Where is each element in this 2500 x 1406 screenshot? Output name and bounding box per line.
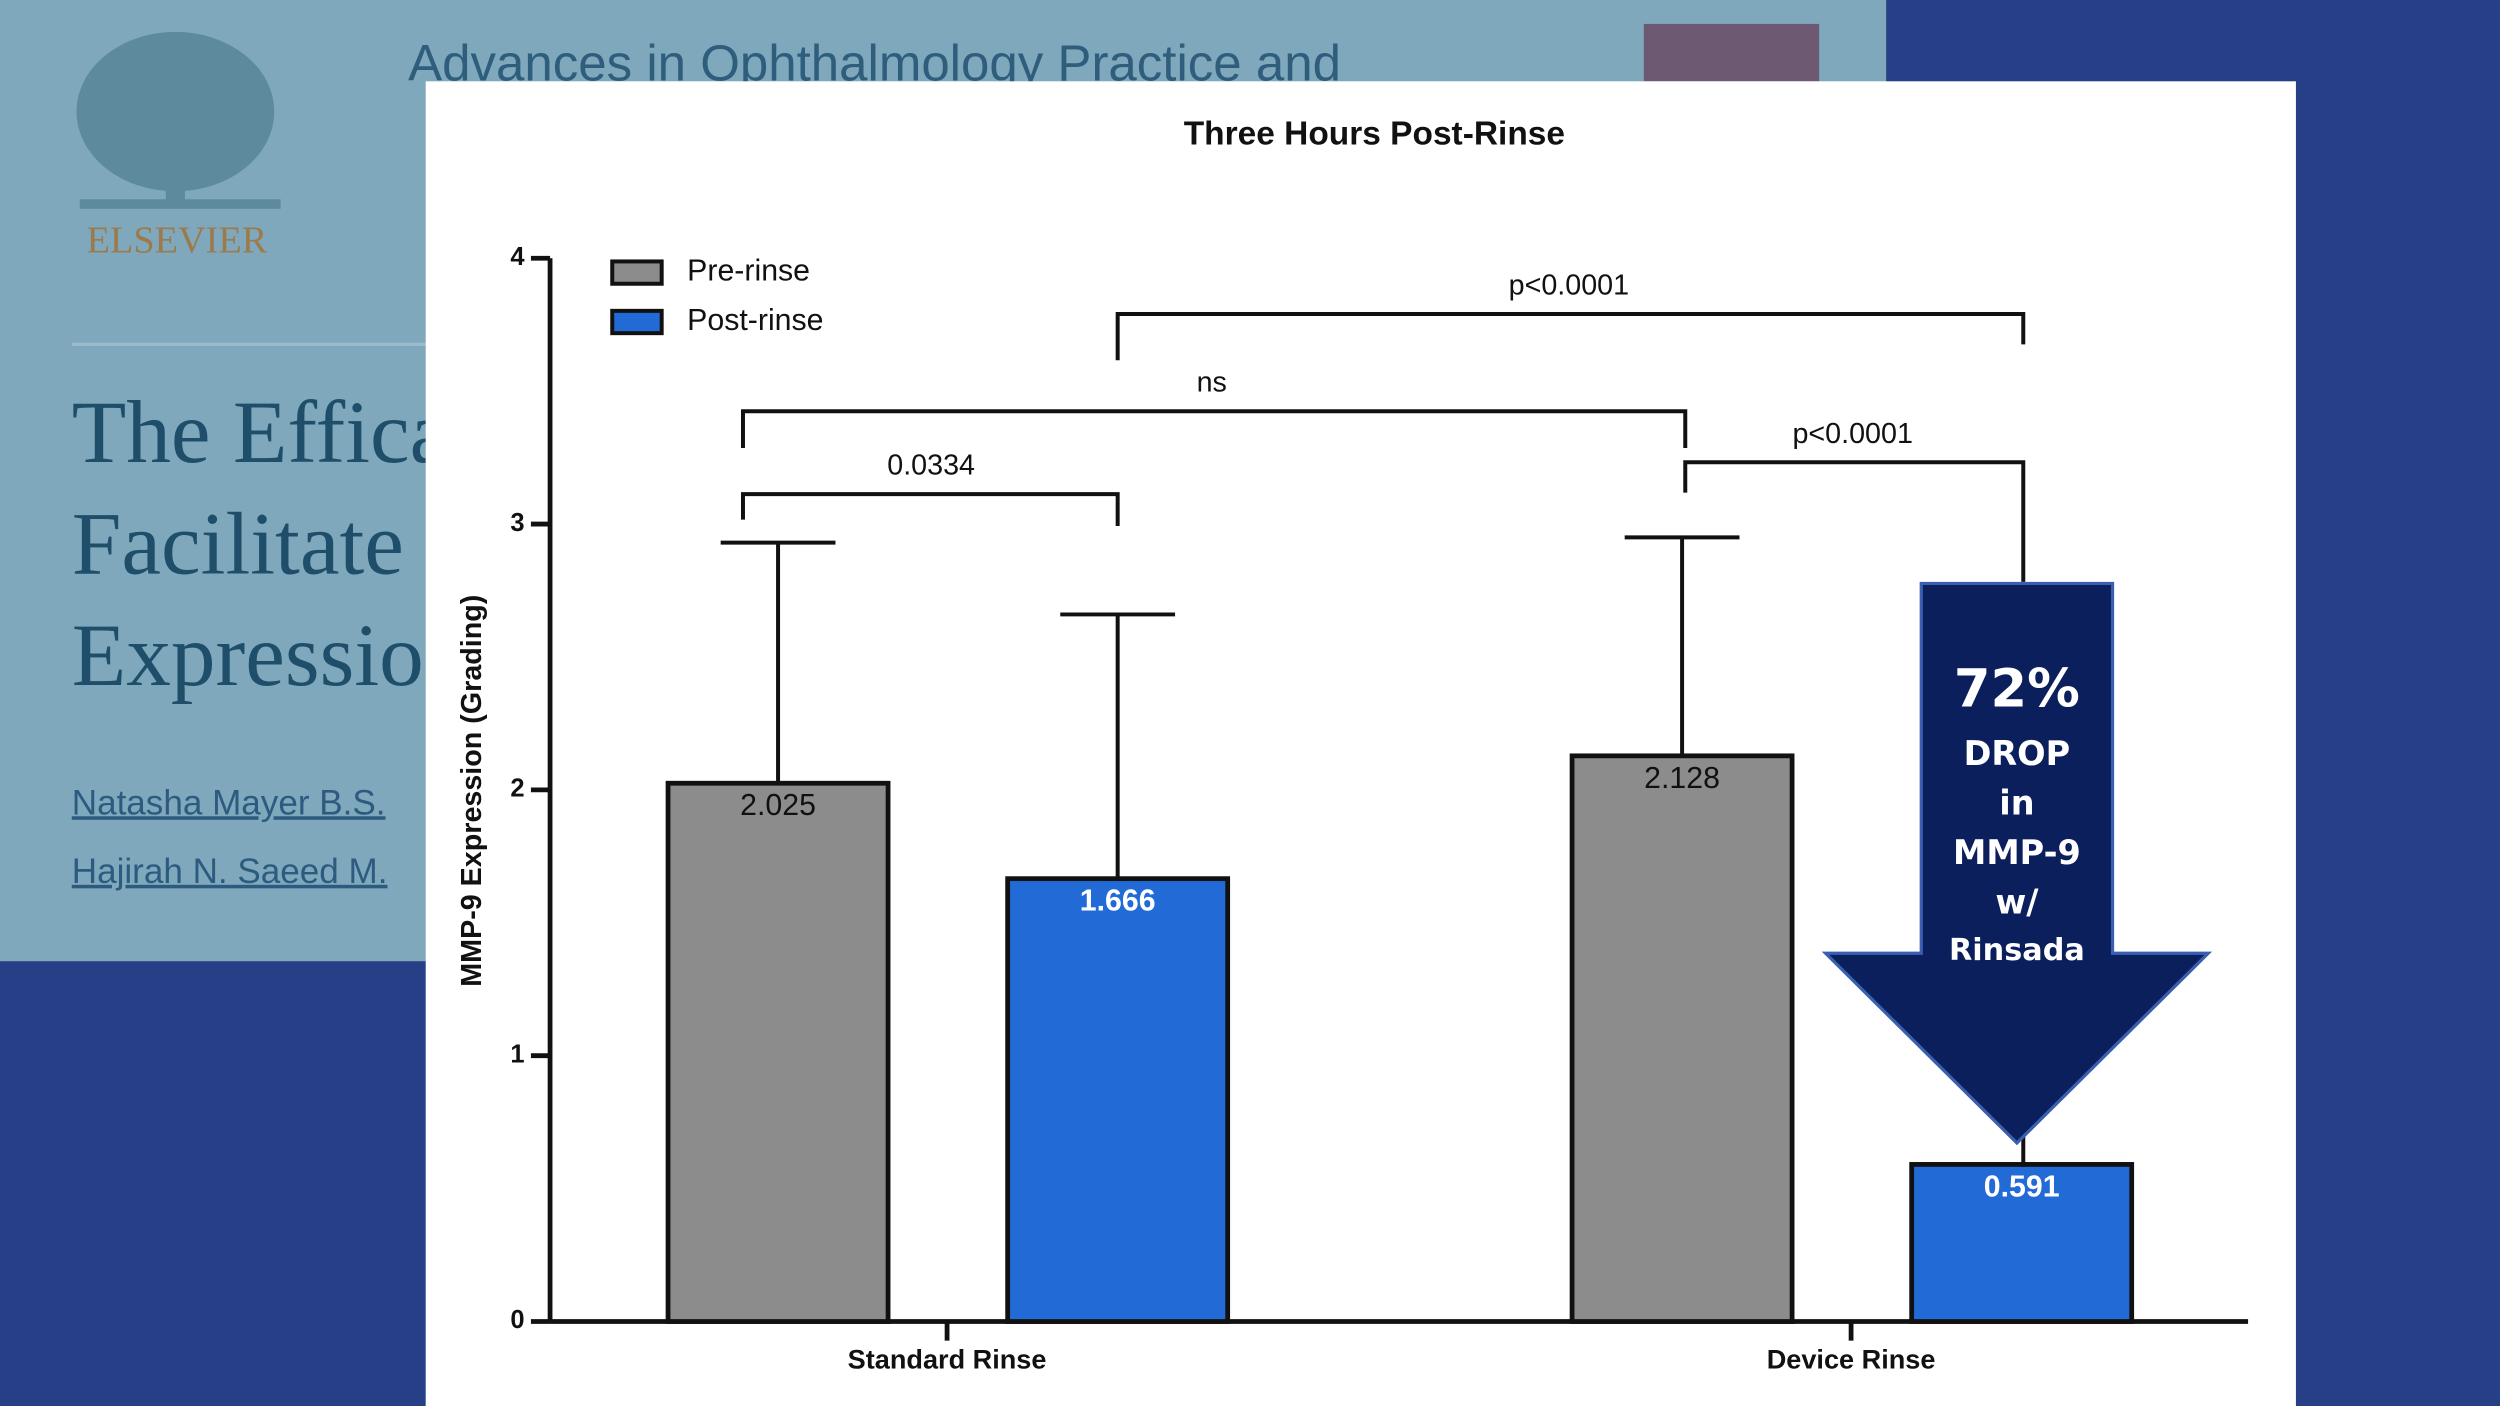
callout-text: w/ (1995, 882, 2039, 921)
plot: 0 1 2 3 4 Standard Rinse 2.025 1.666 Device Rins… (510, 243, 2249, 1375)
elsevier-logo (76, 31, 281, 209)
significance-label: ns (1197, 367, 1227, 399)
x-tick-label: Standard Rinse (848, 1344, 1047, 1375)
legend-swatch (610, 308, 664, 336)
value-label: 0.591 (1984, 1170, 2060, 1203)
callout-text: in (1999, 784, 2034, 823)
publisher: ELSEVIER (87, 220, 268, 262)
significance-label: 0.0334 (887, 450, 975, 482)
y-tick-label: 0 (510, 1306, 524, 1334)
callout-text: Rinsada (1949, 933, 2085, 968)
significance-label: p<0.0001 (1792, 418, 1912, 450)
y-axis-label: MMP-9 Expression (Grading) (456, 595, 488, 987)
y-tick-label: 4 (510, 243, 525, 271)
author-link[interactable]: Natasha Mayer B.S. (72, 783, 386, 822)
y-tick-label: 2 (510, 775, 524, 803)
legend-label: Pre-rinse (687, 255, 810, 288)
bar (1005, 876, 1231, 1324)
callout-text: DROP (1964, 734, 2071, 773)
significance-label: p<0.0001 (1509, 270, 1629, 302)
significance-bracket (740, 492, 1120, 527)
article-title: Expressio (72, 606, 424, 705)
callout-text: 72% (1954, 658, 2080, 719)
y-tick-label: 1 (510, 1040, 524, 1068)
y-tick-label: 3 (510, 509, 524, 537)
chart-title: Three Hours Post-Rinse (1184, 115, 1565, 152)
value-label: 2.025 (740, 789, 816, 822)
article-title: Facilitate (72, 495, 404, 594)
significance-bracket (740, 409, 1688, 448)
article-title: The Effica (72, 383, 450, 482)
legend-label: Post-rinse (687, 304, 823, 337)
bar (1569, 753, 1795, 1324)
significance-bracket (1683, 460, 2026, 582)
value-label: 1.666 (1080, 885, 1156, 918)
significance-bracket (1115, 312, 2026, 361)
bar (665, 780, 891, 1324)
author-link[interactable]: Hajirah N. Saeed M. (72, 852, 388, 891)
journal-cover (1643, 23, 1820, 82)
callout-text: MMP-9 (1953, 833, 2081, 872)
x-tick-label: Device Rinse (1767, 1344, 1936, 1375)
callout-arrow (1821, 581, 2213, 1146)
bar (1909, 1162, 2135, 1324)
legend-swatch (610, 259, 664, 286)
value-label: 2.128 (1644, 762, 1720, 795)
